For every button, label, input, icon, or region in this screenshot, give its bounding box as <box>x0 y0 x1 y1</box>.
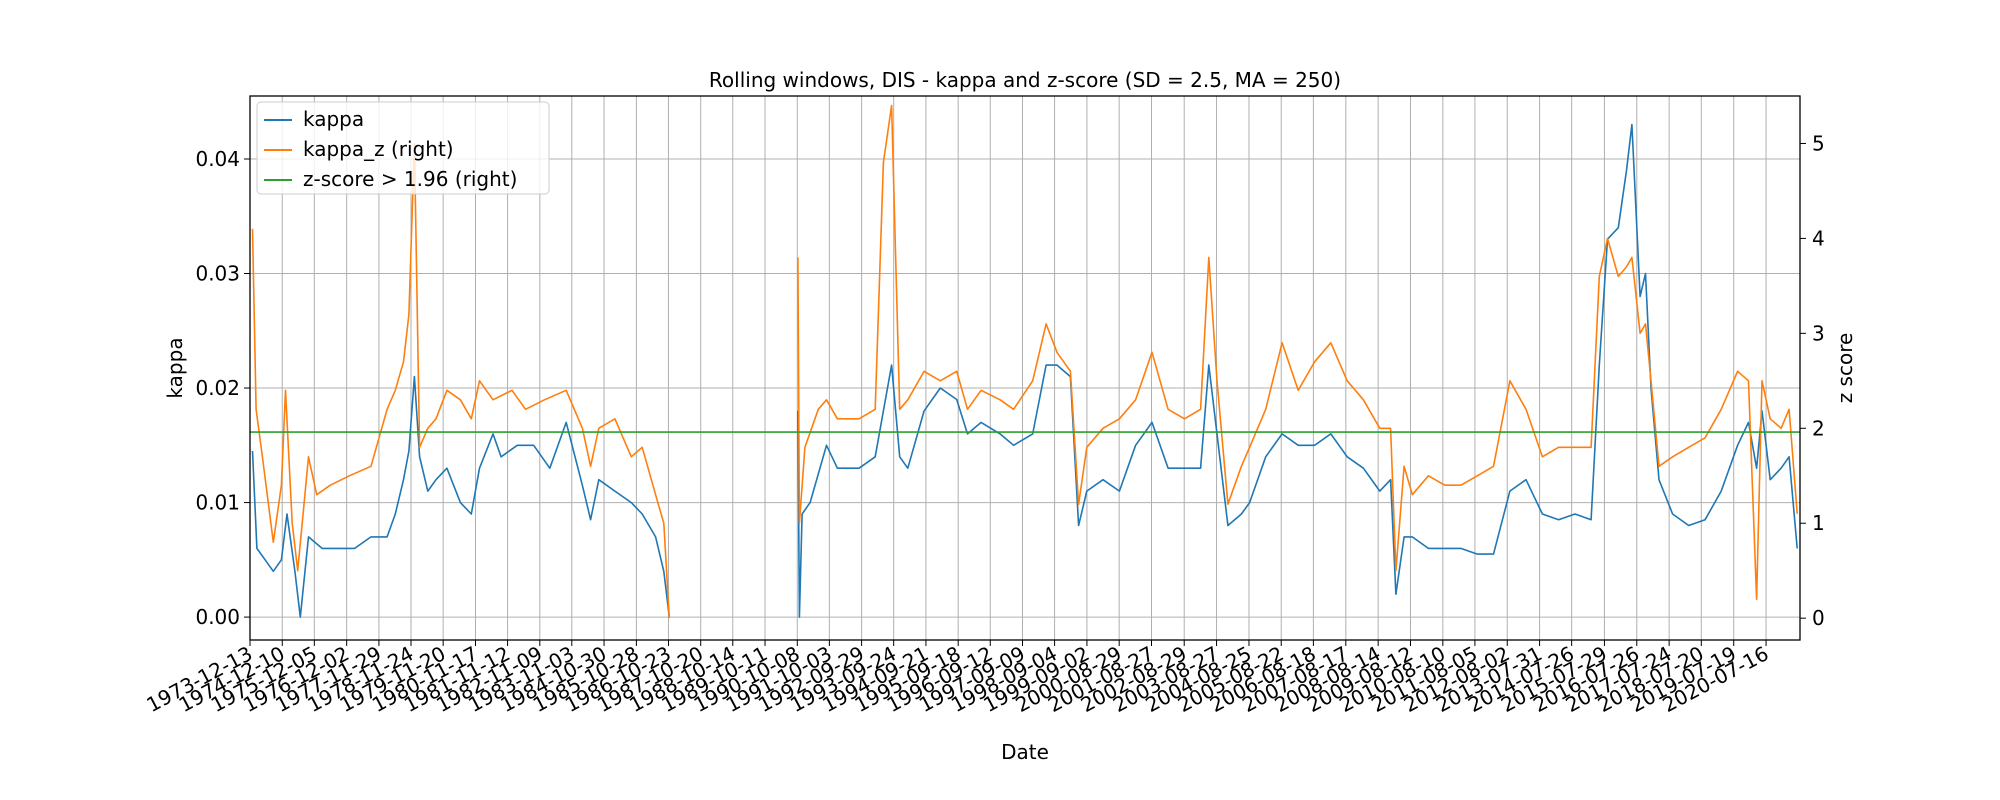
left-tick-label: 0.03 <box>195 262 240 286</box>
series-line-kappa-z-right <box>797 104 1798 601</box>
right-tick-label: 4 <box>1812 226 1825 250</box>
right-tick-label: 5 <box>1812 131 1825 155</box>
right-tick-label: 2 <box>1812 416 1825 440</box>
legend-label-kappa: kappa <box>303 107 364 131</box>
right-axis-label: z score <box>1833 333 1857 404</box>
left-tick-label: 0.01 <box>195 491 240 515</box>
x-axis-label: Date <box>1001 740 1049 764</box>
series-line-kappa-z-right <box>251 142 671 619</box>
left-axis-label: kappa <box>163 337 187 398</box>
series-line-kappa <box>797 123 1798 618</box>
left-tick-label: 0.02 <box>195 376 240 400</box>
series-line-kappa <box>251 375 671 618</box>
right-tick-label: 1 <box>1812 511 1825 535</box>
left-tick-label: 0.00 <box>195 605 240 629</box>
legend-label-threshold: z-score > 1.96 (right) <box>303 167 517 191</box>
left-tick-label: 0.04 <box>195 147 240 171</box>
series-lines <box>250 104 1800 619</box>
plot-frame <box>249 95 1801 641</box>
legend: kappa kappa_z (right) z-score > 1.96 (ri… <box>256 101 550 195</box>
legend-label-kappa-z: kappa_z (right) <box>303 137 454 161</box>
legend-box <box>256 101 550 195</box>
right-tick-label: 3 <box>1812 321 1825 345</box>
right-tick-label: 0 <box>1812 606 1825 630</box>
chart-title: Rolling windows, DIS - kappa and z-score… <box>709 68 1341 92</box>
